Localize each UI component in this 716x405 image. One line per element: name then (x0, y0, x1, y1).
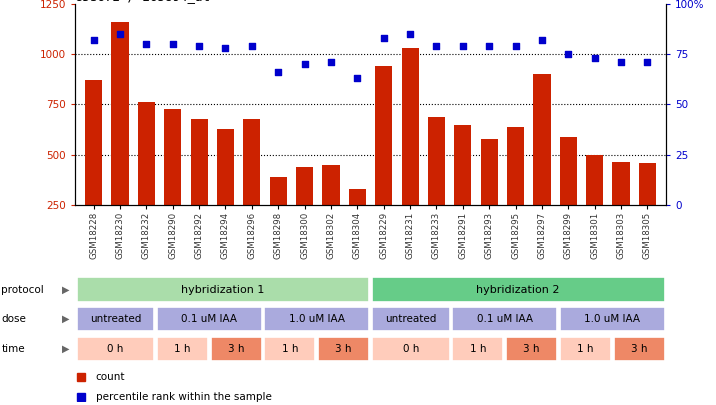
Bar (77, 337, 155, 361)
Text: untreated: untreated (90, 314, 141, 324)
Bar (428, 117, 445, 255)
Bar (375, 66, 392, 255)
Point (246, 43, 258, 49)
Text: 0 h: 0 h (402, 344, 419, 354)
Point (589, 55, 601, 62)
Bar (157, 337, 208, 361)
Bar (157, 307, 262, 331)
Text: percentile rank within the sample: percentile rank within the sample (96, 392, 272, 402)
Text: 0.1 uM IAA: 0.1 uM IAA (477, 314, 533, 324)
Point (483, 43, 495, 49)
Text: 1.0 uM IAA: 1.0 uM IAA (584, 314, 640, 324)
Text: protocol: protocol (1, 285, 44, 294)
Point (88, 37, 100, 43)
Text: 1 h: 1 h (577, 344, 594, 354)
Bar (560, 337, 611, 361)
Bar (639, 163, 656, 255)
Bar (137, 102, 155, 255)
Text: 1 h: 1 h (174, 344, 191, 354)
Text: count: count (96, 372, 125, 382)
Text: ▶: ▶ (62, 314, 69, 324)
Text: 0.1 uM IAA: 0.1 uM IAA (181, 314, 238, 324)
Bar (164, 109, 181, 255)
Bar (372, 307, 450, 331)
Point (615, 59, 626, 66)
Text: 1 h: 1 h (470, 344, 486, 354)
Point (193, 43, 205, 49)
Bar (349, 189, 366, 255)
Bar (77, 307, 155, 331)
Bar (77, 277, 369, 302)
Point (405, 31, 416, 37)
Text: GDS672 / 265894_at: GDS672 / 265894_at (75, 0, 211, 3)
Bar (112, 22, 129, 255)
Point (563, 51, 574, 58)
Bar (217, 129, 234, 255)
Point (220, 45, 231, 51)
Text: 0 h: 0 h (107, 344, 124, 354)
Bar (243, 119, 261, 255)
Point (115, 31, 126, 37)
Point (299, 61, 310, 68)
Bar (507, 127, 524, 255)
Point (378, 35, 390, 41)
Text: hybridization 2: hybridization 2 (476, 285, 560, 294)
Text: time: time (1, 344, 25, 354)
Text: 3 h: 3 h (335, 344, 352, 354)
Bar (453, 337, 503, 361)
Text: 3 h: 3 h (228, 344, 245, 354)
Point (431, 43, 442, 49)
Point (273, 69, 284, 76)
Text: hybridization 1: hybridization 1 (181, 285, 264, 294)
Bar (264, 337, 316, 361)
Bar (296, 167, 313, 255)
Bar (264, 307, 369, 331)
Bar (270, 177, 287, 255)
Text: 1 h: 1 h (281, 344, 299, 354)
Text: 1.0 uM IAA: 1.0 uM IAA (289, 314, 345, 324)
Bar (560, 136, 577, 255)
Text: 3 h: 3 h (631, 344, 647, 354)
Bar (85, 80, 102, 255)
Bar (586, 155, 604, 255)
Text: ▶: ▶ (62, 344, 69, 354)
Bar (318, 337, 369, 361)
Bar (614, 337, 664, 361)
Bar (612, 162, 629, 255)
Point (536, 37, 548, 43)
Bar (453, 307, 557, 331)
Bar (480, 139, 498, 255)
Bar (533, 75, 551, 255)
Bar (190, 119, 208, 255)
Bar (322, 165, 339, 255)
Text: untreated: untreated (385, 314, 437, 324)
Bar (560, 307, 664, 331)
Point (325, 59, 337, 66)
Bar (372, 337, 450, 361)
Point (352, 75, 363, 82)
Point (167, 41, 178, 47)
Bar (454, 125, 471, 255)
Text: dose: dose (1, 314, 26, 324)
Point (642, 59, 653, 66)
Bar (211, 337, 262, 361)
Bar (372, 277, 664, 302)
Point (510, 43, 521, 49)
Bar (506, 337, 557, 361)
Point (457, 43, 468, 49)
Bar (402, 48, 419, 255)
Text: ▶: ▶ (62, 285, 69, 294)
Text: 3 h: 3 h (523, 344, 540, 354)
Point (140, 41, 152, 47)
